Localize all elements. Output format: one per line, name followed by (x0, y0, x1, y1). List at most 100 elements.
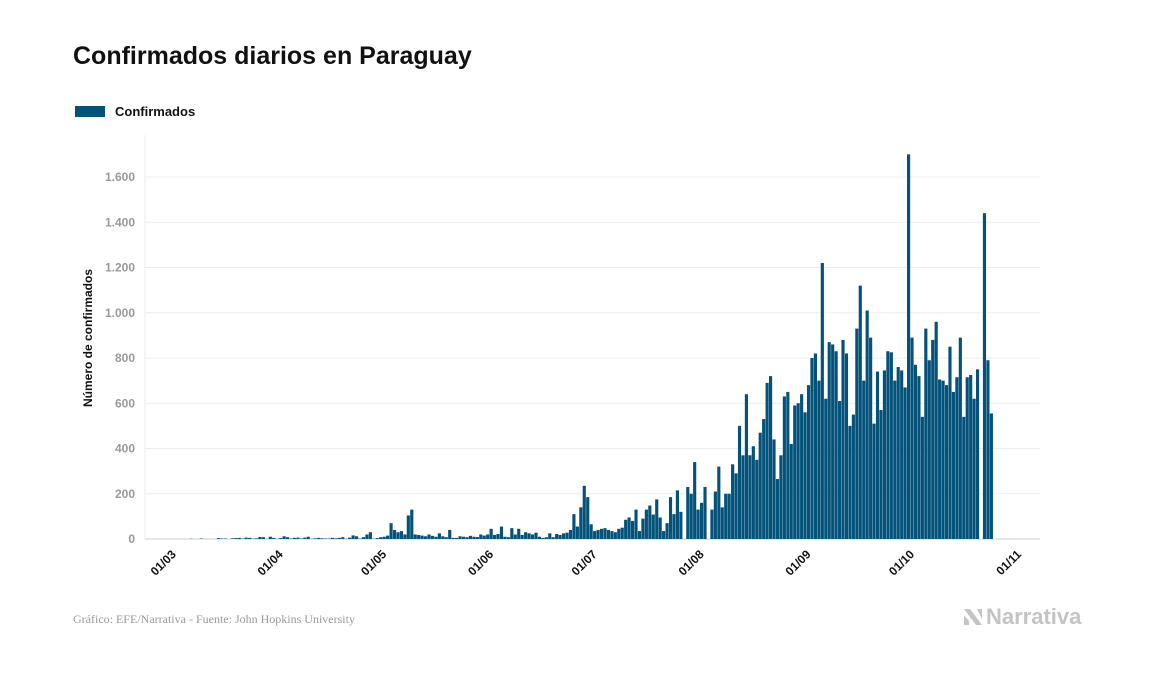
bar (617, 528, 621, 539)
bar (496, 534, 500, 539)
bar (913, 364, 918, 539)
bar (468, 535, 472, 539)
bar (941, 380, 945, 539)
bar (417, 534, 421, 539)
bar (410, 509, 414, 539)
bar (406, 515, 410, 539)
bar (938, 379, 942, 539)
bar (506, 537, 510, 539)
bar (548, 533, 552, 539)
bar (844, 353, 849, 539)
bar (665, 523, 669, 539)
x-tick-label: 01/07 (569, 547, 600, 578)
bar (589, 524, 593, 539)
bar (420, 535, 424, 539)
y-tick-label: 1.400 (105, 215, 135, 229)
x-tick-label: 01/04 (255, 547, 286, 578)
bar (386, 535, 390, 539)
bar (658, 517, 662, 539)
bar (689, 493, 693, 539)
bar (458, 536, 462, 539)
bar (303, 537, 307, 539)
bar (234, 538, 238, 539)
bar (248, 537, 252, 539)
bar (800, 394, 804, 539)
bar (403, 534, 407, 539)
bar (627, 517, 631, 539)
bar (779, 455, 783, 539)
bar (769, 376, 773, 539)
legend: Confirmados (75, 104, 195, 119)
bar (558, 534, 562, 539)
bar (907, 154, 911, 539)
bar (862, 380, 866, 539)
bar (686, 486, 690, 539)
bar (889, 352, 893, 539)
bar (361, 537, 366, 539)
bar (306, 536, 310, 539)
x-tick-label: 01/06 (465, 547, 496, 578)
bar (910, 337, 914, 539)
bar (479, 534, 483, 539)
bar (379, 537, 383, 539)
y-tick-label: 600 (115, 396, 135, 410)
bar (820, 262, 824, 539)
bar (934, 321, 938, 539)
bar (486, 534, 490, 539)
bar (744, 394, 748, 539)
y-tick-label: 1.600 (105, 170, 135, 184)
bar (520, 534, 524, 539)
bar (751, 446, 755, 539)
x-tick-label: 01/05 (358, 547, 389, 578)
bar (955, 377, 959, 539)
bar (444, 537, 448, 539)
bar (562, 533, 566, 539)
bar (717, 466, 721, 539)
bar (927, 360, 931, 539)
bar (986, 360, 990, 539)
bar (865, 310, 869, 539)
narrativa-logo-icon (964, 609, 982, 625)
bar (448, 529, 452, 539)
chart-title: Confirmados diarios en Paraguay (73, 42, 472, 70)
bar (503, 536, 507, 539)
bar (313, 538, 317, 539)
bar (831, 344, 835, 539)
bar (972, 398, 976, 539)
bar (827, 342, 831, 539)
bar (382, 536, 386, 539)
bar (841, 339, 845, 539)
bar (817, 380, 821, 539)
bar (965, 377, 969, 539)
bar (772, 439, 776, 539)
bar (541, 537, 545, 539)
bar (572, 514, 576, 539)
y-tick-label: 1.200 (105, 261, 135, 275)
bar (482, 535, 486, 539)
bar (296, 537, 300, 539)
bar (789, 443, 793, 539)
bar (731, 464, 735, 539)
bar (461, 536, 466, 539)
bar (441, 536, 445, 539)
bar (903, 387, 907, 539)
bar (786, 391, 790, 539)
bar (737, 425, 742, 539)
bar (268, 536, 272, 539)
bar (254, 538, 259, 539)
bar (330, 537, 334, 539)
bar (368, 532, 372, 539)
bar (413, 534, 417, 539)
y-tick-label: 400 (115, 442, 135, 456)
bar (524, 532, 528, 539)
bar (762, 419, 766, 539)
bar (810, 358, 814, 539)
source-footer: Gráfico: EFE/Narrativa - Fuente: John Ho… (73, 612, 355, 626)
bar (651, 514, 655, 539)
bar (317, 537, 321, 539)
bar (655, 499, 659, 539)
bar (793, 405, 797, 539)
bar (824, 398, 828, 539)
bar (951, 391, 955, 539)
